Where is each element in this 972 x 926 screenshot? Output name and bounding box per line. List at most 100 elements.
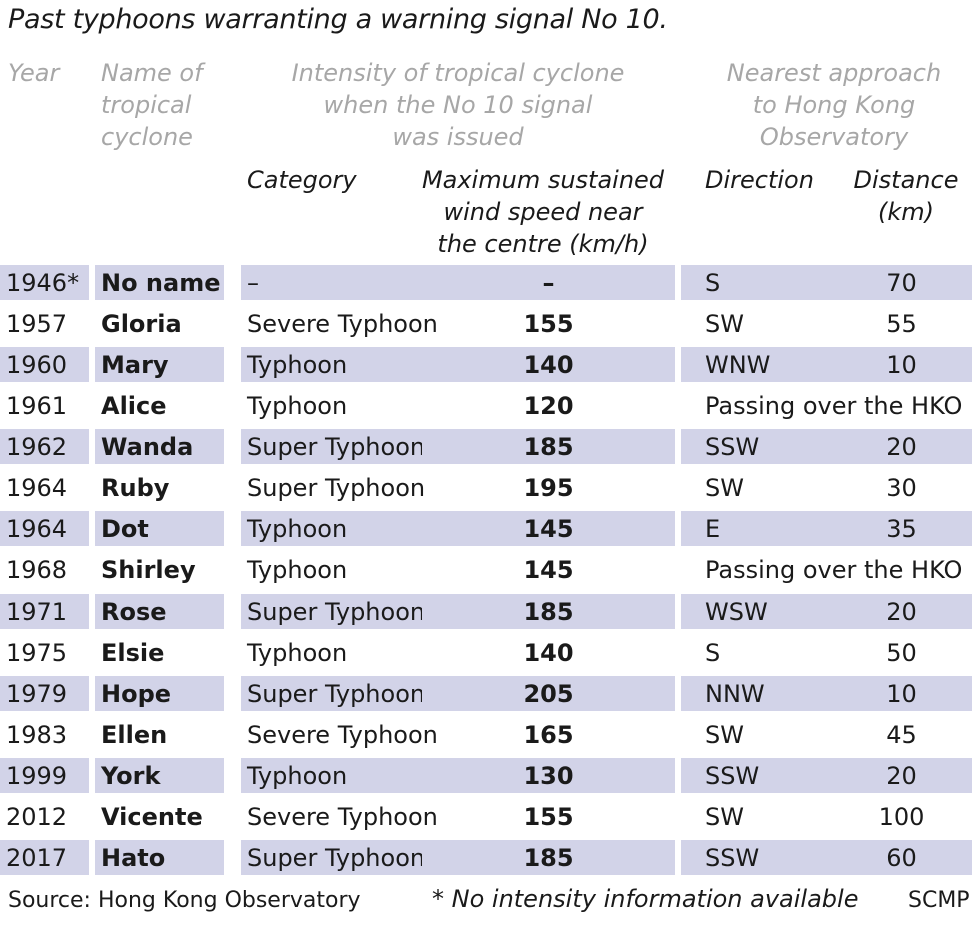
table-row: 2017 Hato Super Typhoon 185 SSW 60 [0, 840, 972, 875]
direction-cell: SSW [681, 429, 831, 464]
header-intensity-line: was issued [392, 123, 524, 151]
name-cell: Ellen [101, 721, 168, 749]
direction-cell: NNW [681, 676, 831, 711]
name-cell: Hope [95, 676, 224, 711]
header-category: Category [247, 166, 357, 194]
distance-cell: 20 [831, 758, 972, 793]
header-wind-line: wind speed near [443, 198, 643, 226]
passing-cell: Passing over the HKO [705, 556, 963, 584]
category-cell: Typhoon [247, 392, 348, 420]
header-name-line: tropical [101, 91, 192, 119]
wind-speed-cell: 205 [422, 676, 675, 711]
category-cell: Super Typhoon [241, 840, 425, 875]
wind-speed-cell: 185 [422, 429, 675, 464]
header-year: Year [8, 59, 60, 87]
header-intensity-line: Intensity of tropical cyclone [291, 59, 625, 87]
category-cell: Super Typhoon [241, 676, 425, 711]
table-row: 1957 Gloria Severe Typhoon 155 SW 55 [0, 306, 972, 341]
category-cell: Super Typhoon [241, 429, 425, 464]
year-cell: 2017 [0, 840, 89, 875]
name-cell: Dot [95, 511, 224, 546]
distance-cell: 50 [886, 639, 917, 667]
distance-cell: 10 [831, 347, 972, 382]
distance-cell: 70 [831, 265, 972, 300]
name-cell: Elsie [101, 639, 165, 667]
header-intensity: Intensity of tropical cyclone when the N… [258, 57, 658, 153]
table-row: 1960 Mary Typhoon 140 WNW 10 [0, 347, 972, 382]
year-cell: 1960 [0, 347, 89, 382]
name-cell: Shirley [101, 556, 196, 584]
year-cell: 1961 [6, 392, 68, 420]
category-cell: Severe Typhoon [247, 310, 438, 338]
header-approach-line: Nearest approach [726, 59, 942, 87]
category-cell: Typhoon [247, 556, 348, 584]
category-cell: Severe Typhoon [247, 721, 438, 749]
distance-cell: 30 [886, 474, 917, 502]
table-row: 1964 Dot Typhoon 145 E 35 [0, 511, 972, 546]
name-cell: Mary [95, 347, 224, 382]
header-approach-line: Observatory [759, 123, 909, 151]
direction-cell: WSW [681, 594, 831, 629]
category-cell: Severe Typhoon [247, 803, 438, 831]
header-distance-line: Distance [853, 166, 959, 194]
direction-cell: SW [705, 803, 744, 831]
passing-cell: Passing over the HKO [705, 392, 963, 420]
name-cell: York [95, 758, 224, 793]
direction-cell: SSW [681, 840, 831, 875]
distance-cell: 55 [886, 310, 917, 338]
category-cell: Typhoon [241, 758, 422, 793]
table-title: Past typhoons warranting a warning signa… [8, 4, 668, 35]
category-cell: – [241, 265, 422, 300]
table-row: 1946* No name – – S 70 [0, 265, 972, 300]
wind-speed-cell: 165 [523, 721, 574, 749]
direction-cell: S [681, 265, 831, 300]
year-cell: 1946* [0, 265, 89, 300]
distance-cell: 60 [831, 840, 972, 875]
year-cell: 1979 [0, 676, 89, 711]
distance-cell: 45 [886, 721, 917, 749]
header-distance: Distance (km) [848, 164, 964, 228]
wind-speed-cell: 155 [523, 803, 574, 831]
table-row: 1968 Shirley Typhoon 145 Passing over the HK… [0, 552, 972, 587]
table-row: 1964 Ruby Super Typhoon 195 SW 30 [0, 470, 972, 505]
year-cell: 1957 [6, 310, 68, 338]
year-cell: 1975 [6, 639, 68, 667]
name-cell: Hato [95, 840, 224, 875]
wind-speed-cell: 130 [422, 758, 675, 793]
direction-cell: SW [705, 474, 744, 502]
table-row: 1983 Ellen Severe Typhoon 165 SW 45 [0, 717, 972, 752]
direction-cell: SSW [681, 758, 831, 793]
name-cell: Wanda [95, 429, 224, 464]
wind-speed-cell: – [422, 265, 675, 300]
category-cell: Super Typhoon [241, 594, 425, 629]
year-cell: 2012 [6, 803, 68, 831]
header-direction: Direction [705, 166, 814, 194]
table-row: 1979 Hope Super Typhoon 205 NNW 10 [0, 676, 972, 711]
header-intensity-line: when the No 10 signal [323, 91, 593, 119]
header-name-line: Name of [101, 59, 203, 87]
wind-speed-cell: 185 [422, 594, 675, 629]
source-note: Source: Hong Kong Observatory [8, 888, 361, 913]
name-cell: Vicente [101, 803, 203, 831]
year-cell: 1962 [0, 429, 89, 464]
table-row: 1961 Alice Typhoon 120 Passing over the HKO [0, 388, 972, 423]
wind-speed-cell: 145 [523, 556, 574, 584]
header-approach-line: to Hong Kong [752, 91, 916, 119]
wind-speed-cell: 140 [523, 639, 574, 667]
direction-cell: SW [705, 310, 744, 338]
name-cell: Gloria [101, 310, 182, 338]
direction-cell: E [681, 511, 831, 546]
direction-cell: WNW [681, 347, 831, 382]
table-row: 1971 Rose Super Typhoon 185 WSW 20 [0, 594, 972, 629]
category-cell: Typhoon [241, 511, 422, 546]
wind-speed-cell: 145 [422, 511, 675, 546]
table-row: 1962 Wanda Super Typhoon 185 SSW 20 [0, 429, 972, 464]
direction-cell: SW [705, 721, 744, 749]
header-name: Name of tropical cyclone [101, 57, 203, 153]
table-row: 1975 Elsie Typhoon 140 S 50 [0, 635, 972, 670]
wind-speed-cell: 185 [422, 840, 675, 875]
wind-speed-cell: 140 [422, 347, 675, 382]
header-distance-line: (km) [877, 198, 934, 226]
year-cell: 1968 [6, 556, 68, 584]
credit: SCMP [908, 888, 970, 913]
